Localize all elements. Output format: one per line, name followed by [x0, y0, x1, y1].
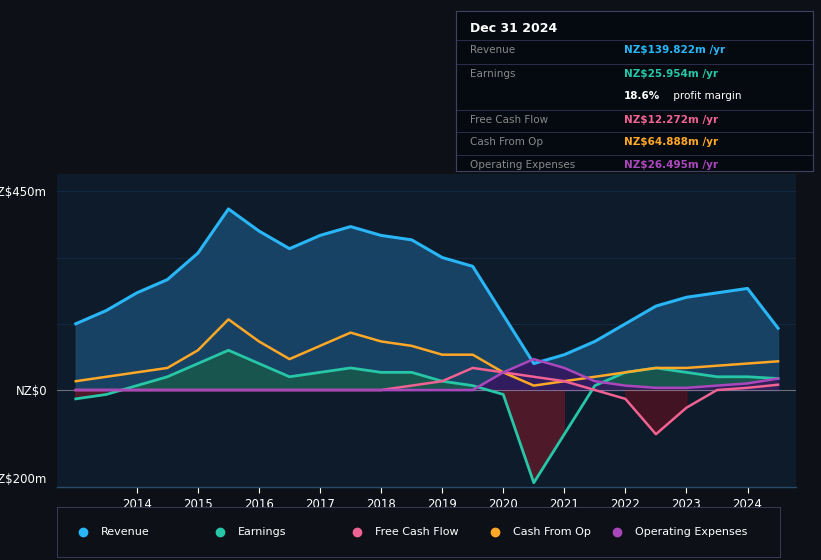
Text: Earnings: Earnings: [238, 527, 287, 537]
Text: Free Cash Flow: Free Cash Flow: [470, 115, 548, 125]
Text: Cash From Op: Cash From Op: [470, 137, 543, 147]
Text: NZ$25.954m /yr: NZ$25.954m /yr: [623, 69, 718, 78]
Text: Free Cash Flow: Free Cash Flow: [375, 527, 459, 537]
Text: Operating Expenses: Operating Expenses: [635, 527, 748, 537]
Text: Revenue: Revenue: [101, 527, 149, 537]
Text: NZ$64.888m /yr: NZ$64.888m /yr: [623, 137, 718, 147]
Text: NZ$139.822m /yr: NZ$139.822m /yr: [623, 45, 725, 55]
Text: NZ$26.495m /yr: NZ$26.495m /yr: [623, 160, 718, 170]
Text: 18.6%: 18.6%: [623, 91, 660, 101]
Text: Dec 31 2024: Dec 31 2024: [470, 22, 557, 35]
Text: Cash From Op: Cash From Op: [512, 527, 590, 537]
Text: Revenue: Revenue: [470, 45, 515, 55]
Text: NZ$12.272m /yr: NZ$12.272m /yr: [623, 115, 718, 125]
Text: Operating Expenses: Operating Expenses: [470, 160, 576, 170]
Text: Earnings: Earnings: [470, 69, 516, 78]
Text: profit margin: profit margin: [670, 91, 741, 101]
